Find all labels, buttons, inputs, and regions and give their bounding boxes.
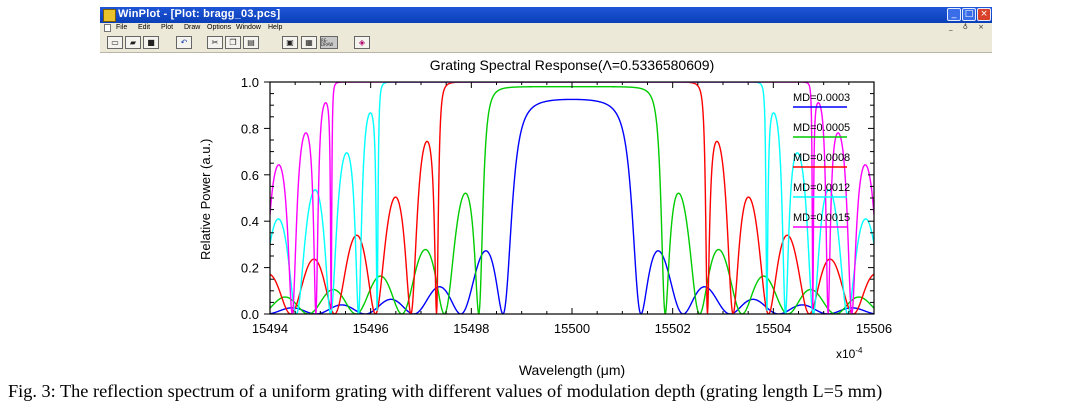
plot-title: Grating Spectral Response(Λ=0.5336580609… [429,57,715,73]
document-icon[interactable] [104,24,111,32]
exponent-base: x10 [836,347,856,361]
open-file-icon[interactable]: ▰ [125,36,141,49]
y-axis-label: Relative Power (a.u.) [198,138,213,260]
x-axis-label: Wavelength (μm) [518,362,626,378]
copy-icon[interactable]: ❐ [225,36,241,49]
toolbar: ▭ ▰ ■ ↶ ✂ ❐ ▤ ▣ ▦ RE-DRAW ◈ [100,34,992,53]
x-tick-label: 15504 [755,321,791,336]
y-tick-label: 1.0 [241,75,259,90]
mdi-window-controls[interactable]: _ ♁ × [949,23,988,31]
series-line-md-0-0012 [270,82,874,314]
y-tick-label: 0.4 [241,214,259,229]
window-titlebar: WinPlot - [Plot: bragg_03.pcs] _ □ × [100,7,992,23]
menu-edit[interactable]: Edit [138,24,151,31]
cut-icon[interactable]: ✂ [207,36,223,49]
x-tick-label: 15494 [252,321,288,336]
paste-icon[interactable]: ▤ [243,36,259,49]
legend-label: MD=0.0005 [793,122,850,134]
menu-window[interactable]: Window [236,24,261,31]
minimize-button[interactable]: _ [947,8,961,21]
legend-label: MD=0.0015 [793,212,850,224]
menu-file[interactable]: File [116,24,128,31]
close-button[interactable]: × [977,8,991,21]
y-tick-label: 0.8 [241,121,259,136]
figure-caption: Fig. 3: The reflection spectrum of a uni… [8,381,883,401]
menu-draw[interactable]: Draw [184,24,201,31]
series-line-md-0-0008 [270,82,874,314]
exponent-power: -4 [855,346,863,355]
menu-help[interactable]: Help [268,24,283,31]
undo-icon[interactable]: ↶ [176,36,192,49]
legend-label: MD=0.0012 [793,182,850,194]
menu-bar: File Edit Plot Draw Options Window Help … [100,23,992,34]
print-icon[interactable]: ▣ [282,36,298,49]
y-tick-label: 0.0 [241,307,259,322]
x-tick-label: 15500 [554,321,590,336]
legend-label: MD=0.0003 [793,92,850,104]
maximize-button[interactable]: □ [962,8,976,21]
app-icon [103,9,116,22]
x-tick-label: 15498 [453,321,489,336]
zoom-icon[interactable]: ▦ [301,36,317,49]
symbol-icon[interactable]: ◈ [354,36,370,49]
legend-label: MD=0.0008 [793,152,850,164]
menu-plot[interactable]: Plot [161,24,174,31]
redraw-button[interactable]: RE-DRAW [320,36,338,49]
window-title: WinPlot - [Plot: bragg_03.pcs] [118,8,281,20]
save-icon[interactable]: ■ [143,36,159,49]
y-tick-label: 0.6 [241,168,259,183]
menu-options[interactable]: Options [207,24,232,31]
y-tick-label: 0.2 [241,261,259,276]
x-axis-exponent: x10-4 [836,346,862,361]
x-tick-label: 15496 [353,321,389,336]
new-file-icon[interactable]: ▭ [107,36,123,49]
x-tick-label: 15506 [856,321,892,336]
x-tick-label: 15502 [655,321,691,336]
